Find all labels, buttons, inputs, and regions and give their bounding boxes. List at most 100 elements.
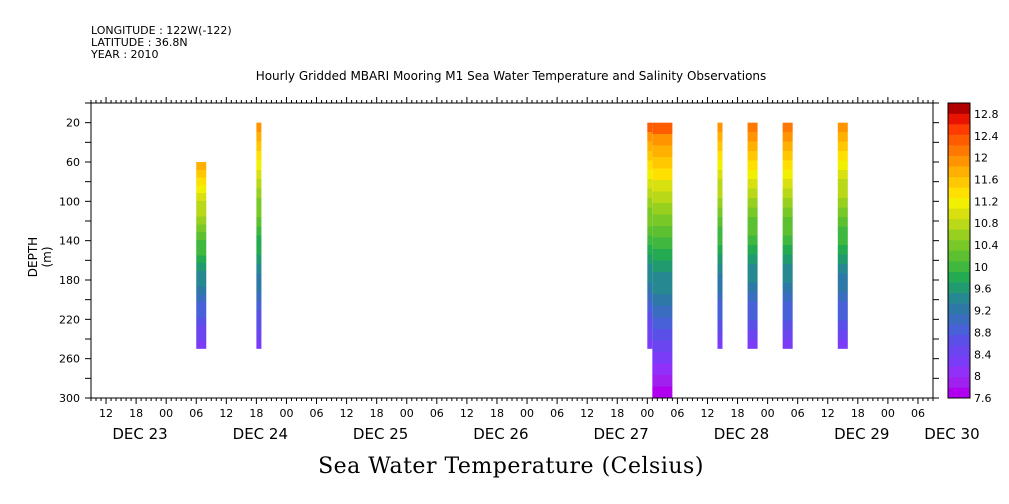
colorbar-swatch xyxy=(948,166,970,178)
colorbar-swatch xyxy=(948,261,970,272)
y-tick-label: 100 xyxy=(59,195,80,208)
colorbar-swatch xyxy=(948,292,970,304)
temperature-column xyxy=(256,122,262,349)
temperature-column xyxy=(647,122,653,349)
temperature-column xyxy=(837,122,848,349)
plot-frame xyxy=(90,102,934,399)
x-tick-label: 12 xyxy=(700,407,714,420)
colorbar-label: 9.2 xyxy=(974,305,992,318)
chart-title: Hourly Gridded MBARI Mooring M1 Sea Wate… xyxy=(255,69,767,83)
colorbar-label: 11.6 xyxy=(974,173,999,186)
x-day-label: DEC 25 xyxy=(353,425,408,443)
y-tick-label: 60 xyxy=(66,156,80,169)
colorbar-swatch xyxy=(948,376,970,388)
colorbar-swatch xyxy=(948,218,970,230)
colorbar-swatch xyxy=(948,197,970,209)
colorbar-swatch xyxy=(948,324,970,336)
colorbar-swatch xyxy=(948,282,970,293)
colorbar-label: 8.4 xyxy=(974,348,992,361)
colorbar-swatch xyxy=(948,187,970,199)
colorbar-label: 11.2 xyxy=(974,195,999,208)
temperature-column xyxy=(196,162,207,349)
x-tick-label: 00 xyxy=(881,407,895,420)
x-tick-label: 18 xyxy=(370,407,384,420)
x-tick-label: 06 xyxy=(550,407,564,420)
colorbar-swatch xyxy=(948,303,970,315)
x-tick-label: 18 xyxy=(731,407,745,420)
colorbar-label: 12 xyxy=(974,152,988,165)
colorbar-swatch xyxy=(948,229,970,241)
longitude-label: LONGITUDE : 122W(-122) xyxy=(91,24,232,37)
x-tick-label: 06 xyxy=(911,407,925,420)
x-day-label: DEC 28 xyxy=(714,425,769,443)
x-tick-label: 06 xyxy=(670,407,684,420)
y-tick-label: 220 xyxy=(59,313,80,326)
colorbar-swatch xyxy=(948,145,970,156)
colorbar-label: 12.8 xyxy=(974,108,999,121)
colorbar-label: 10.8 xyxy=(974,217,999,230)
colorbar-swatch xyxy=(948,239,970,251)
x-tick-label: 12 xyxy=(460,407,474,420)
y-tick-label: 180 xyxy=(59,274,80,287)
colorbar-label: 7.6 xyxy=(974,392,992,405)
colorbar-swatch xyxy=(948,345,970,357)
colorbar-swatch xyxy=(948,208,970,220)
x-tick-label: 18 xyxy=(129,407,143,420)
x-tick-label: 00 xyxy=(520,407,534,420)
x-day-label: DEC 29 xyxy=(834,425,889,443)
x-tick-label: 12 xyxy=(99,407,113,420)
x-day-label: DEC 26 xyxy=(473,425,528,443)
colorbar-swatch xyxy=(948,155,970,167)
colorbar-swatch xyxy=(948,176,970,188)
temperature-column xyxy=(782,122,793,349)
colorbar-swatch xyxy=(948,134,970,146)
colorbar-swatch xyxy=(948,271,970,283)
x-tick-label: 00 xyxy=(400,407,414,420)
temperature-column xyxy=(652,122,673,399)
temperature-column xyxy=(747,122,758,349)
x-day-label: DEC 27 xyxy=(593,425,648,443)
y-tick-label: 300 xyxy=(59,392,80,405)
colorbar-swatch xyxy=(948,313,970,325)
colorbar-swatch xyxy=(948,334,970,346)
x-tick-label: 06 xyxy=(310,407,324,420)
x-day-label: DEC 24 xyxy=(233,425,288,443)
colorbar-label: 8 xyxy=(974,370,981,383)
y-tick-label: 140 xyxy=(59,235,80,248)
colorbar-frame xyxy=(947,102,971,399)
x-tick-label: 00 xyxy=(640,407,654,420)
x-day-label: DEC 30 xyxy=(924,425,979,443)
colorbar-label: 10 xyxy=(974,261,988,274)
temperature-column xyxy=(717,122,723,349)
colorbar-swatch xyxy=(948,366,970,378)
x-tick-label: 18 xyxy=(249,407,263,420)
colorbar-swatch xyxy=(948,103,970,114)
x-tick-label: 18 xyxy=(490,407,504,420)
x-axis-title: Sea Water Temperature (Celsius) xyxy=(318,454,704,479)
x-tick-label: 12 xyxy=(580,407,594,420)
x-tick-label: 06 xyxy=(430,407,444,420)
x-tick-label: 12 xyxy=(219,407,233,420)
colorbar-swatch xyxy=(948,355,970,367)
x-tick-label: 12 xyxy=(340,407,354,420)
colorbar-label: 8.8 xyxy=(974,326,992,339)
colorbar-swatch xyxy=(948,250,970,262)
colorbar-label: 10.4 xyxy=(974,239,999,252)
colorbar-label: 12.4 xyxy=(974,130,999,143)
x-tick-label: 12 xyxy=(821,407,835,420)
x-tick-label: 06 xyxy=(791,407,805,420)
x-tick-label: 06 xyxy=(189,407,203,420)
x-tick-label: 00 xyxy=(761,407,775,420)
latitude-label: LATITUDE : 36.8N xyxy=(91,36,188,49)
y-tick-label: 20 xyxy=(66,117,80,130)
colorbar-swatch xyxy=(948,124,970,135)
x-tick-label: 00 xyxy=(279,407,293,420)
year-label: YEAR : 2010 xyxy=(91,48,159,61)
y-tick-label: 260 xyxy=(59,353,80,366)
colorbar-swatch xyxy=(948,113,970,125)
x-tick-label: 18 xyxy=(610,407,624,420)
colorbar-swatch xyxy=(948,387,970,399)
x-day-label: DEC 23 xyxy=(112,425,167,443)
x-tick-label: 18 xyxy=(851,407,865,420)
